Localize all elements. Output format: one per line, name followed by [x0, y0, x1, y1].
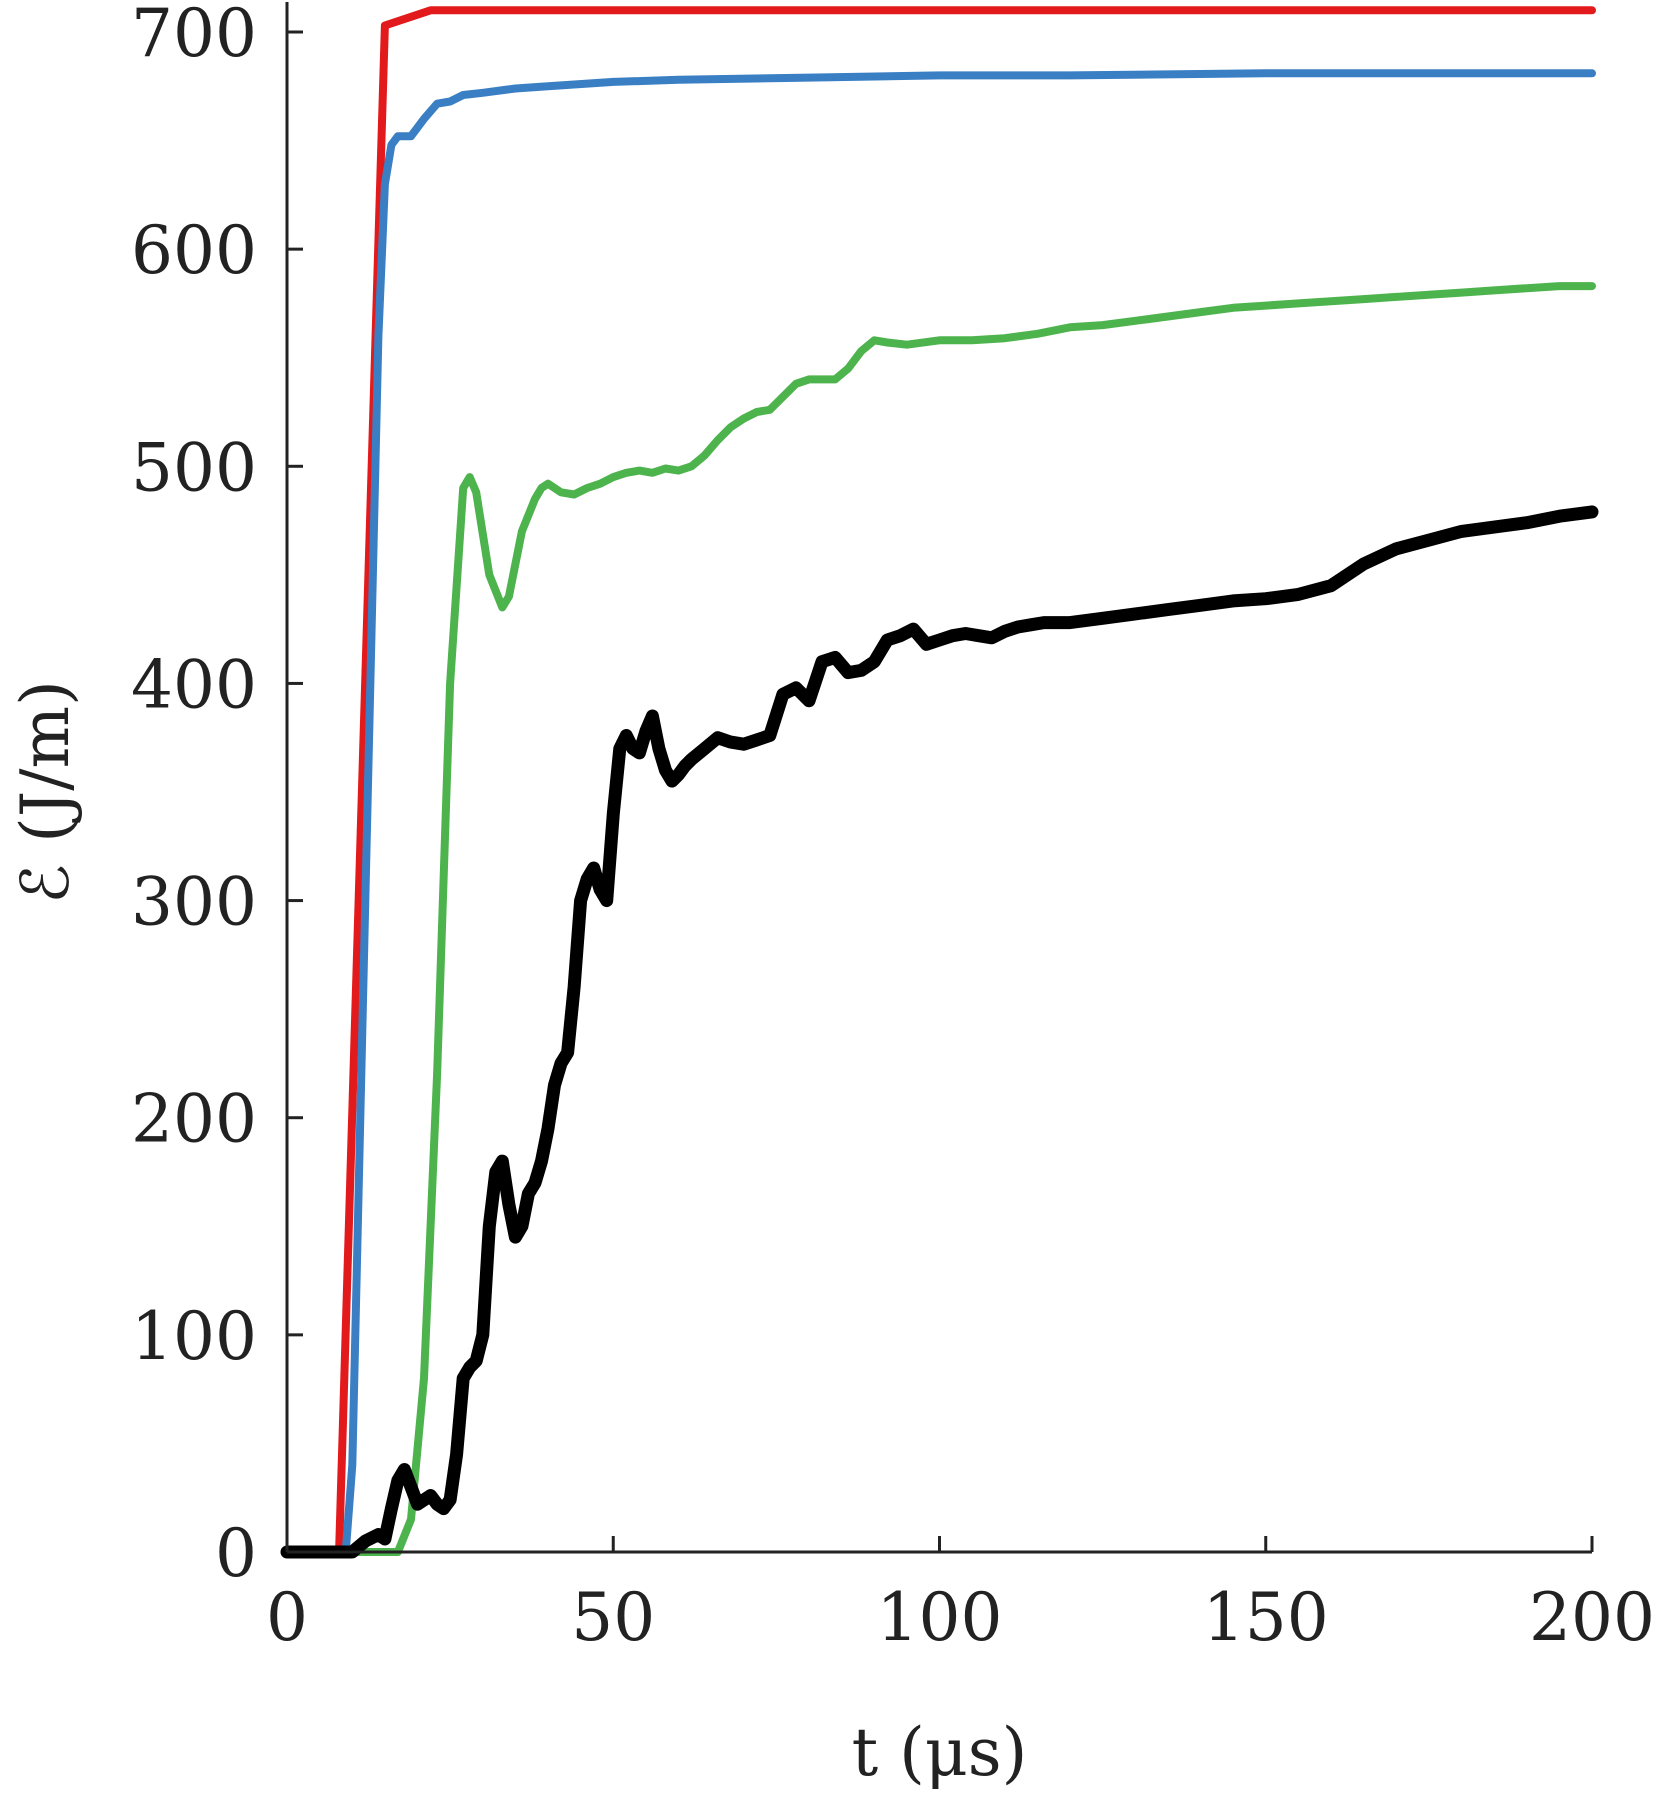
ticks-layer: 0 50 100 150 200 0 100 200 300 400 500 600 700 [131, 0, 1655, 1656]
y-tick-label: 700 [131, 0, 257, 72]
x-tick-label: 50 [571, 1579, 655, 1656]
x-tick-label: 0 [266, 1579, 308, 1656]
series-line-4 [280, 505, 1599, 1559]
y-tick-label: 400 [131, 646, 257, 723]
series-line-3 [283, 282, 1596, 1556]
x-tick-label: 150 [1203, 1579, 1329, 1656]
y-tick-label: 300 [131, 864, 257, 941]
x-tick-label: 200 [1529, 1579, 1655, 1656]
y-axis-label: ℰ (J/m) [7, 680, 84, 904]
x-tick-label: 100 [877, 1579, 1003, 1656]
series-line-2 [283, 69, 1596, 1556]
y-tick-label: 200 [131, 1081, 257, 1158]
series-layer [280, 6, 1599, 1559]
y-tick-label: 100 [131, 1298, 257, 1375]
y-tick-label: 600 [131, 212, 257, 289]
y-tick-label: 0 [215, 1515, 257, 1592]
y-tick-label: 500 [131, 429, 257, 506]
x-axis-label: t (μs) [852, 1714, 1028, 1791]
